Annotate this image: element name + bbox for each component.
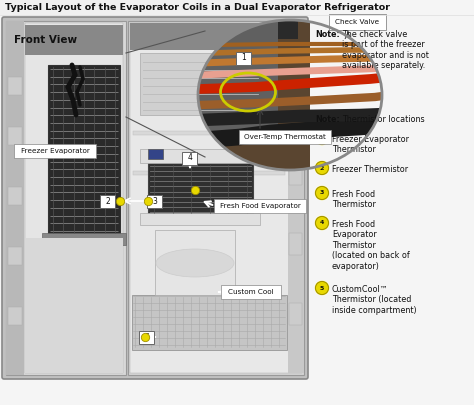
- Bar: [25, 23, 123, 373]
- Bar: [48, 65, 120, 235]
- Bar: [289, 303, 302, 325]
- FancyBboxPatch shape: [14, 144, 96, 158]
- Text: 1: 1: [320, 136, 324, 141]
- Bar: [130, 23, 286, 50]
- Circle shape: [316, 281, 328, 294]
- Text: Over-Temp Thermostat: Over-Temp Thermostat: [244, 134, 326, 140]
- Text: Fresh Food
Thermistor: Fresh Food Thermistor: [332, 190, 376, 209]
- FancyBboxPatch shape: [214, 199, 306, 213]
- Ellipse shape: [198, 20, 382, 170]
- Bar: [198, 15, 278, 145]
- FancyBboxPatch shape: [100, 194, 116, 207]
- Bar: [25, 25, 123, 55]
- Text: 5: 5: [320, 286, 324, 290]
- Text: Typical Layout of the Evaporator Coils in a Dual Evaporator Refrigerator: Typical Layout of the Evaporator Coils i…: [5, 2, 390, 11]
- Bar: [148, 149, 163, 159]
- Text: Note:: Note:: [315, 30, 340, 39]
- FancyBboxPatch shape: [182, 151, 198, 164]
- Bar: [8, 127, 22, 145]
- Text: Freezer Evaporator: Freezer Evaporator: [20, 148, 90, 154]
- Text: Freezer Evaporator
Thermistor: Freezer Evaporator Thermistor: [332, 135, 409, 154]
- Bar: [8, 187, 22, 205]
- Bar: [140, 53, 260, 115]
- Text: 2: 2: [320, 166, 324, 171]
- Bar: [0, 0, 474, 15]
- Bar: [310, 0, 474, 405]
- Text: 4: 4: [320, 220, 324, 226]
- Bar: [42, 233, 126, 245]
- Bar: [289, 163, 302, 185]
- Text: 4: 4: [188, 153, 192, 162]
- FancyBboxPatch shape: [147, 194, 163, 207]
- Text: 1: 1: [242, 53, 246, 62]
- Text: 3: 3: [153, 196, 157, 205]
- FancyBboxPatch shape: [237, 51, 252, 64]
- FancyBboxPatch shape: [2, 17, 308, 379]
- Circle shape: [316, 162, 328, 175]
- FancyBboxPatch shape: [221, 285, 281, 299]
- Bar: [148, 163, 253, 215]
- Bar: [155, 230, 235, 295]
- Circle shape: [316, 132, 328, 145]
- Bar: [6, 21, 24, 375]
- Bar: [198, 21, 298, 39]
- Text: 3: 3: [320, 190, 324, 196]
- Text: 2: 2: [106, 196, 110, 205]
- Bar: [133, 171, 285, 175]
- Circle shape: [316, 186, 328, 200]
- Bar: [8, 247, 22, 265]
- Bar: [8, 77, 22, 95]
- Text: Fresh Food Evaporator: Fresh Food Evaporator: [219, 203, 301, 209]
- Text: 5: 5: [145, 333, 149, 341]
- Text: Custom Cool: Custom Cool: [228, 289, 274, 295]
- Text: Fresh Food
Evaporator
Thermistor
(located on back of
evaporator): Fresh Food Evaporator Thermistor (locate…: [332, 220, 410, 271]
- Text: Freezer Thermistor: Freezer Thermistor: [332, 165, 408, 174]
- Circle shape: [316, 217, 328, 230]
- Bar: [130, 23, 302, 373]
- FancyBboxPatch shape: [239, 130, 331, 144]
- FancyBboxPatch shape: [139, 330, 155, 343]
- Text: Note:: Note:: [315, 115, 340, 124]
- FancyBboxPatch shape: [329, 14, 386, 30]
- Bar: [128, 21, 304, 375]
- Text: CustomCool™
Thermistor (located
inside compartment): CustomCool™ Thermistor (located inside c…: [332, 285, 417, 315]
- Bar: [289, 93, 302, 115]
- Ellipse shape: [156, 249, 234, 277]
- Bar: [133, 131, 285, 135]
- Text: The check valve
is part of the freezer
evaporator and is not
available separatel: The check valve is part of the freezer e…: [342, 30, 429, 70]
- Text: Front View: Front View: [14, 35, 77, 45]
- Bar: [8, 307, 22, 325]
- Bar: [25, 238, 123, 373]
- Text: Thermistor locations: Thermistor locations: [342, 115, 425, 124]
- Bar: [140, 213, 260, 225]
- Text: Check Valve: Check Valve: [335, 19, 379, 25]
- Bar: [132, 295, 287, 350]
- Bar: [6, 21, 126, 375]
- Bar: [140, 149, 260, 163]
- Bar: [289, 233, 302, 255]
- Bar: [288, 23, 304, 373]
